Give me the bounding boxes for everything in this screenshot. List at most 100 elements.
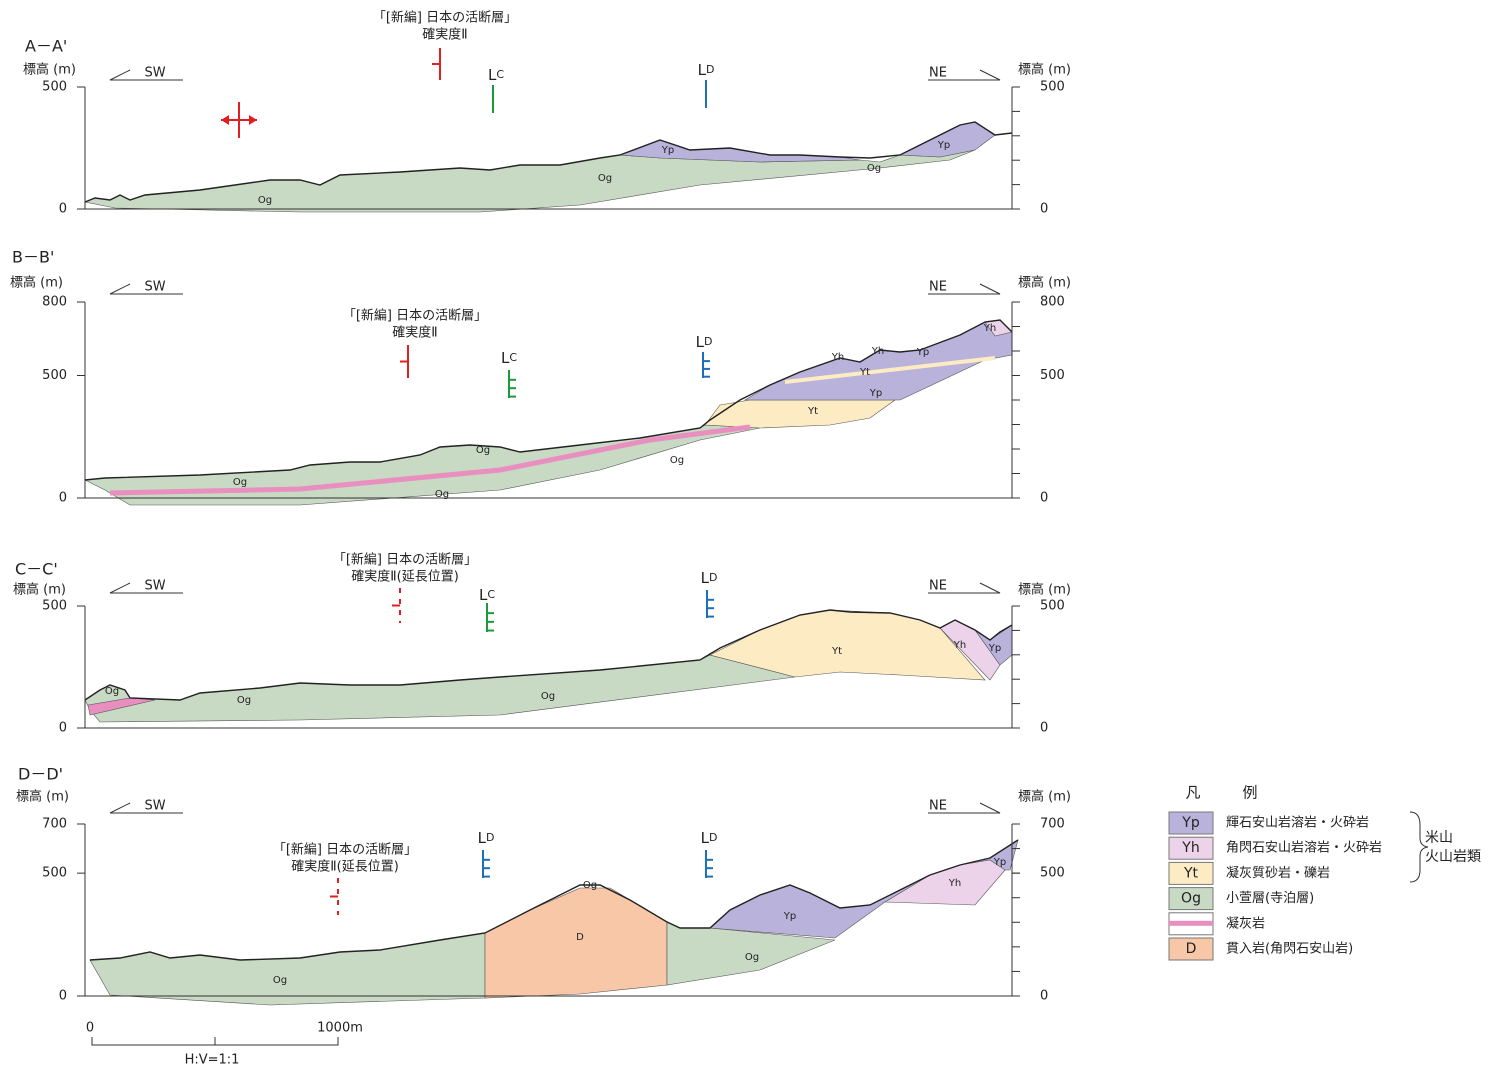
legend-code: D bbox=[1186, 941, 1197, 957]
arrow-head bbox=[221, 115, 229, 125]
y-tick-label: 700 bbox=[1040, 817, 1065, 832]
unit-label: Og bbox=[598, 173, 612, 184]
section-3: D－D'標高 (m)標高 (m)00500500700700SWNE「[新編] … bbox=[16, 765, 1071, 1006]
axis-title: 標高 (m) bbox=[1018, 582, 1071, 598]
axis-title: 標高 (m) bbox=[13, 582, 66, 598]
y-tick-label: 0 bbox=[59, 491, 67, 506]
unit-label: D bbox=[576, 932, 584, 943]
y-tick-label: 500 bbox=[1040, 80, 1065, 95]
scale-start: 0 bbox=[86, 1021, 94, 1036]
unit-label: Og bbox=[237, 695, 251, 706]
fault-note: 「[新編] 日本の活断層」 bbox=[333, 552, 477, 568]
legend-group: 米山 bbox=[1425, 830, 1453, 846]
unit-label: Og bbox=[258, 195, 272, 206]
axis-title: 標高 (m) bbox=[1018, 275, 1071, 291]
unit-label: Og bbox=[435, 489, 449, 500]
legend-band bbox=[1169, 921, 1213, 926]
fault-note: 確実度Ⅱ bbox=[422, 27, 467, 43]
lineament-label: LD bbox=[701, 829, 718, 847]
unit-label: Og bbox=[476, 445, 490, 456]
fault-note: 確実度Ⅱ(延長位置) bbox=[351, 569, 459, 585]
lineament-label: LC bbox=[479, 586, 495, 604]
fault-note: 「[新編] 日本の活断層」 bbox=[343, 308, 487, 324]
direction-ne: NE bbox=[929, 66, 947, 81]
legend-text: 貫入岩(角閃石安山岩) bbox=[1226, 942, 1353, 957]
layer-og bbox=[85, 655, 795, 722]
lineament-label: LD bbox=[701, 569, 718, 587]
fault-note: 「[新編] 日本の活断層」 bbox=[273, 842, 417, 858]
unit-label: Yp bbox=[916, 347, 929, 358]
y-tick-label: 0 bbox=[59, 202, 67, 217]
cross-section-diagram: A－A' 標高 (m) 標高 (m) 0 0 500 500 SW NE 「[新編] 日本の活断層… bbox=[0, 0, 1490, 1067]
axis-title: 標高 (m) bbox=[10, 275, 63, 291]
lineament-sub: C bbox=[487, 588, 495, 601]
y-tick-label: 500 bbox=[1040, 866, 1065, 881]
unit-label: Yt bbox=[807, 406, 818, 417]
lineament-label: LC bbox=[501, 349, 517, 367]
unit-label: Yh bbox=[948, 878, 961, 889]
y-tick-label: 0 bbox=[1040, 721, 1048, 736]
lineament-label: LD bbox=[696, 333, 713, 351]
y-tick-label: 500 bbox=[42, 599, 67, 614]
unit-label: Yp bbox=[661, 145, 674, 156]
fault-note: 確実度Ⅱ(延長位置) bbox=[291, 859, 399, 875]
legend-code: Yh bbox=[1181, 840, 1199, 856]
layer-og bbox=[90, 933, 485, 1005]
y-tick-label: 800 bbox=[1040, 295, 1065, 310]
direction-ne: NE bbox=[929, 579, 947, 594]
unit-label: Og bbox=[745, 952, 759, 963]
direction-sw: SW bbox=[144, 280, 165, 295]
layer-yh bbox=[885, 860, 1005, 905]
lineament-label: LD bbox=[698, 61, 715, 79]
direction-ne: NE bbox=[929, 799, 947, 814]
legend-code: Og bbox=[1181, 891, 1201, 907]
lineament-sub: D bbox=[709, 571, 717, 584]
fault-note: 「[新編] 日本の活断層」 bbox=[373, 10, 517, 26]
legend-group: 火山岩類 bbox=[1425, 849, 1481, 865]
unit-label: Yp bbox=[869, 388, 882, 399]
legend-title: 例 bbox=[1242, 784, 1257, 802]
scale-end: 1000m bbox=[317, 1021, 363, 1036]
fault-note: 確実度Ⅱ bbox=[392, 325, 437, 341]
unit-label: Og bbox=[670, 455, 684, 466]
scale-ratio: H:V=1:1 bbox=[185, 1053, 240, 1068]
section-label: C－C' bbox=[15, 560, 58, 579]
unit-label: Yt bbox=[859, 367, 870, 378]
lineament-sub: D bbox=[486, 831, 494, 844]
legend-text: 角閃石安山岩溶岩・火砕岩 bbox=[1226, 841, 1382, 856]
section-label: A－A' bbox=[25, 37, 67, 56]
lineament-sub: D bbox=[704, 335, 712, 348]
legend-code: Yp bbox=[1181, 815, 1200, 831]
direction-sw: SW bbox=[144, 66, 165, 81]
direction-sw: SW bbox=[144, 799, 165, 814]
axis-title: 標高 (m) bbox=[23, 62, 76, 78]
lineament-sub: D bbox=[706, 63, 714, 76]
legend-code: Yt bbox=[1183, 865, 1199, 881]
y-tick-label: 0 bbox=[59, 721, 67, 736]
unit-label: Og bbox=[233, 477, 247, 488]
unit-label: Yh bbox=[953, 640, 966, 651]
unit-label: Og bbox=[105, 686, 119, 697]
unit-label: Yp bbox=[993, 857, 1006, 868]
y-tick-label: 500 bbox=[42, 80, 67, 95]
y-tick-label: 500 bbox=[42, 368, 67, 383]
y-tick-label: 700 bbox=[42, 817, 67, 832]
lineament-label: LC bbox=[488, 66, 504, 84]
lineament-sub: C bbox=[496, 68, 504, 81]
direction-ne: NE bbox=[929, 280, 947, 295]
legend-brace bbox=[1410, 812, 1428, 882]
unit-label: Og bbox=[867, 163, 881, 174]
y-tick-label: 0 bbox=[1040, 989, 1048, 1004]
section-label: B－B' bbox=[12, 248, 54, 267]
y-tick-label: 500 bbox=[1040, 368, 1065, 383]
lineament-sub: C bbox=[509, 351, 517, 364]
axis-title: 標高 (m) bbox=[16, 789, 69, 805]
y-tick-label: 0 bbox=[59, 989, 67, 1004]
legend-text: 小萱層(寺泊層) bbox=[1226, 891, 1314, 906]
legend-text: 輝石安山岩溶岩・火砕岩 bbox=[1226, 816, 1369, 831]
unit-label: Yp bbox=[988, 643, 1001, 654]
unit-label: Og bbox=[541, 691, 555, 702]
